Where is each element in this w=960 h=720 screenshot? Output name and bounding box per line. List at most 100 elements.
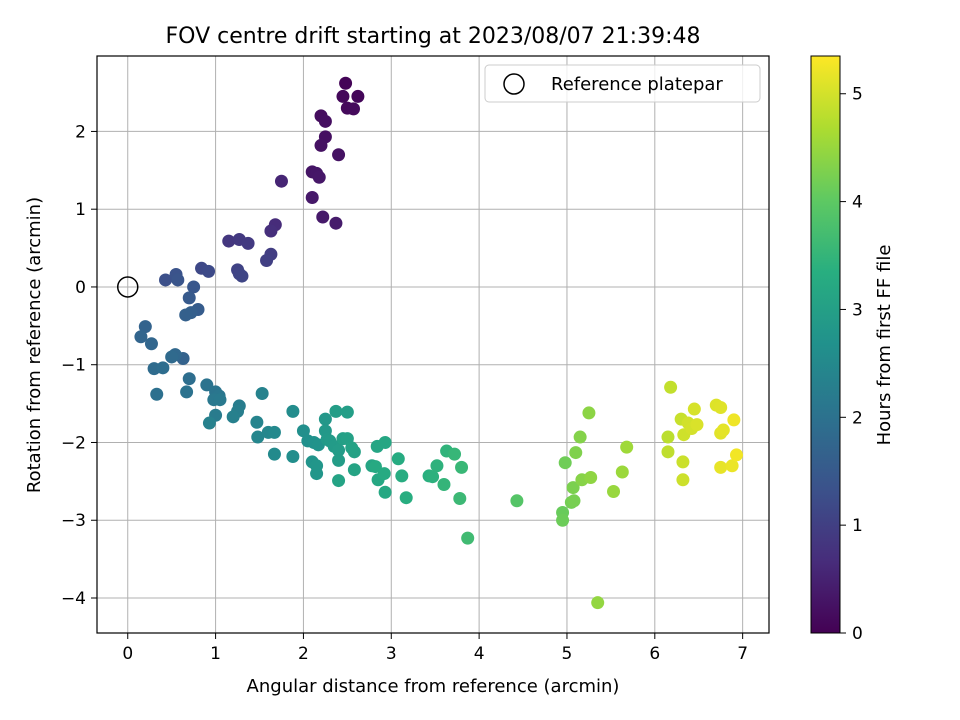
x-tick-label: 1 [210, 644, 221, 664]
data-point [714, 460, 728, 474]
data-point [296, 424, 310, 438]
data-point [144, 337, 158, 351]
plot-frame [96, 55, 770, 634]
data-point [286, 404, 300, 418]
data-point [566, 481, 580, 495]
data-point [336, 89, 350, 103]
data-point [426, 470, 440, 484]
data-point [274, 174, 288, 188]
data-point [286, 449, 300, 463]
data-point [159, 273, 173, 287]
data-point [573, 430, 587, 444]
data-point [378, 435, 392, 449]
x-tick-label: 0 [122, 644, 133, 664]
data-point [314, 138, 328, 152]
data-point [329, 216, 343, 230]
data-point [607, 484, 621, 498]
data-point [318, 412, 332, 426]
chart-title: FOV centre drift starting at 2023/08/07 … [166, 24, 701, 49]
colorbar-ticks: 0 1 2 3 4 5 [840, 85, 863, 644]
data-point [171, 273, 185, 287]
data-point [250, 415, 264, 429]
y-tick-label: 0 [75, 278, 86, 298]
data-point [377, 467, 391, 481]
data-point [455, 460, 469, 474]
data-point [182, 291, 196, 305]
data-point [251, 430, 265, 444]
data-point [180, 385, 194, 399]
colorbar-label: Hours from first FF file [874, 245, 895, 446]
data-point [661, 430, 675, 444]
data-point [399, 491, 413, 505]
data-point [510, 494, 524, 508]
data-point [255, 386, 269, 400]
data-point [569, 446, 583, 460]
data-point [156, 361, 170, 375]
data-point [267, 447, 281, 461]
colorbar [810, 55, 841, 634]
y-axis-label: Rotation from reference (arcmin) [24, 197, 45, 493]
data-point [332, 453, 346, 467]
data-point [437, 477, 451, 491]
data-point [202, 264, 216, 278]
y-tick-label: −1 [61, 356, 86, 376]
grid-lines [97, 56, 769, 633]
data-point [714, 400, 728, 414]
data-point [138, 320, 152, 334]
data-point [676, 473, 690, 487]
data-point [305, 191, 319, 205]
data-point [661, 445, 675, 459]
data-point [591, 596, 605, 610]
data-point [267, 425, 281, 439]
data-point [226, 410, 240, 424]
x-tick-label: 2 [298, 644, 309, 664]
legend-label: Reference platepar [551, 74, 723, 95]
data-point [391, 452, 405, 466]
data-point [179, 308, 193, 322]
data-point [664, 380, 678, 394]
data-point [134, 330, 148, 344]
data-point [558, 456, 572, 470]
data-point [332, 443, 346, 457]
data-point [329, 404, 343, 418]
x-tick-label: 4 [474, 644, 485, 664]
data-point [395, 469, 409, 483]
data-point [690, 418, 704, 432]
data-point [241, 236, 255, 250]
data-point [620, 440, 634, 454]
x-axis-label: Angular distance from reference (arcmin) [247, 676, 620, 697]
data-point [716, 423, 730, 437]
legend-box [484, 64, 761, 103]
x-tick-label: 6 [649, 644, 660, 664]
data-point [448, 447, 462, 461]
data-point [332, 148, 346, 162]
legend: Reference platepar [484, 64, 761, 103]
colorbar-tick-label: 5 [852, 85, 863, 105]
y-tick-label: 2 [75, 122, 86, 142]
data-point [200, 378, 214, 392]
data-point [676, 455, 690, 469]
x-axis-ticks: 0 1 2 3 4 5 6 7 [122, 633, 748, 664]
x-tick-label: 7 [737, 644, 748, 664]
data-point [187, 280, 201, 294]
data-point [430, 459, 444, 473]
y-tick-label: −3 [61, 511, 86, 531]
data-point [351, 89, 365, 103]
data-point [260, 254, 274, 268]
data-point [222, 234, 236, 248]
data-point [332, 474, 346, 488]
data-point [347, 102, 361, 116]
data-point [556, 513, 570, 527]
data-point [729, 448, 743, 462]
data-point [264, 224, 278, 238]
data-point [453, 491, 467, 505]
data-point [150, 387, 164, 401]
data-point [202, 416, 216, 430]
data-points [134, 76, 743, 610]
legend-marker [503, 73, 525, 95]
colorbar-tick-label: 2 [852, 408, 863, 428]
data-point [339, 76, 353, 90]
data-point [318, 114, 332, 128]
y-axis-ticks: −4 −3 −2 −1 0 1 2 [61, 122, 97, 609]
